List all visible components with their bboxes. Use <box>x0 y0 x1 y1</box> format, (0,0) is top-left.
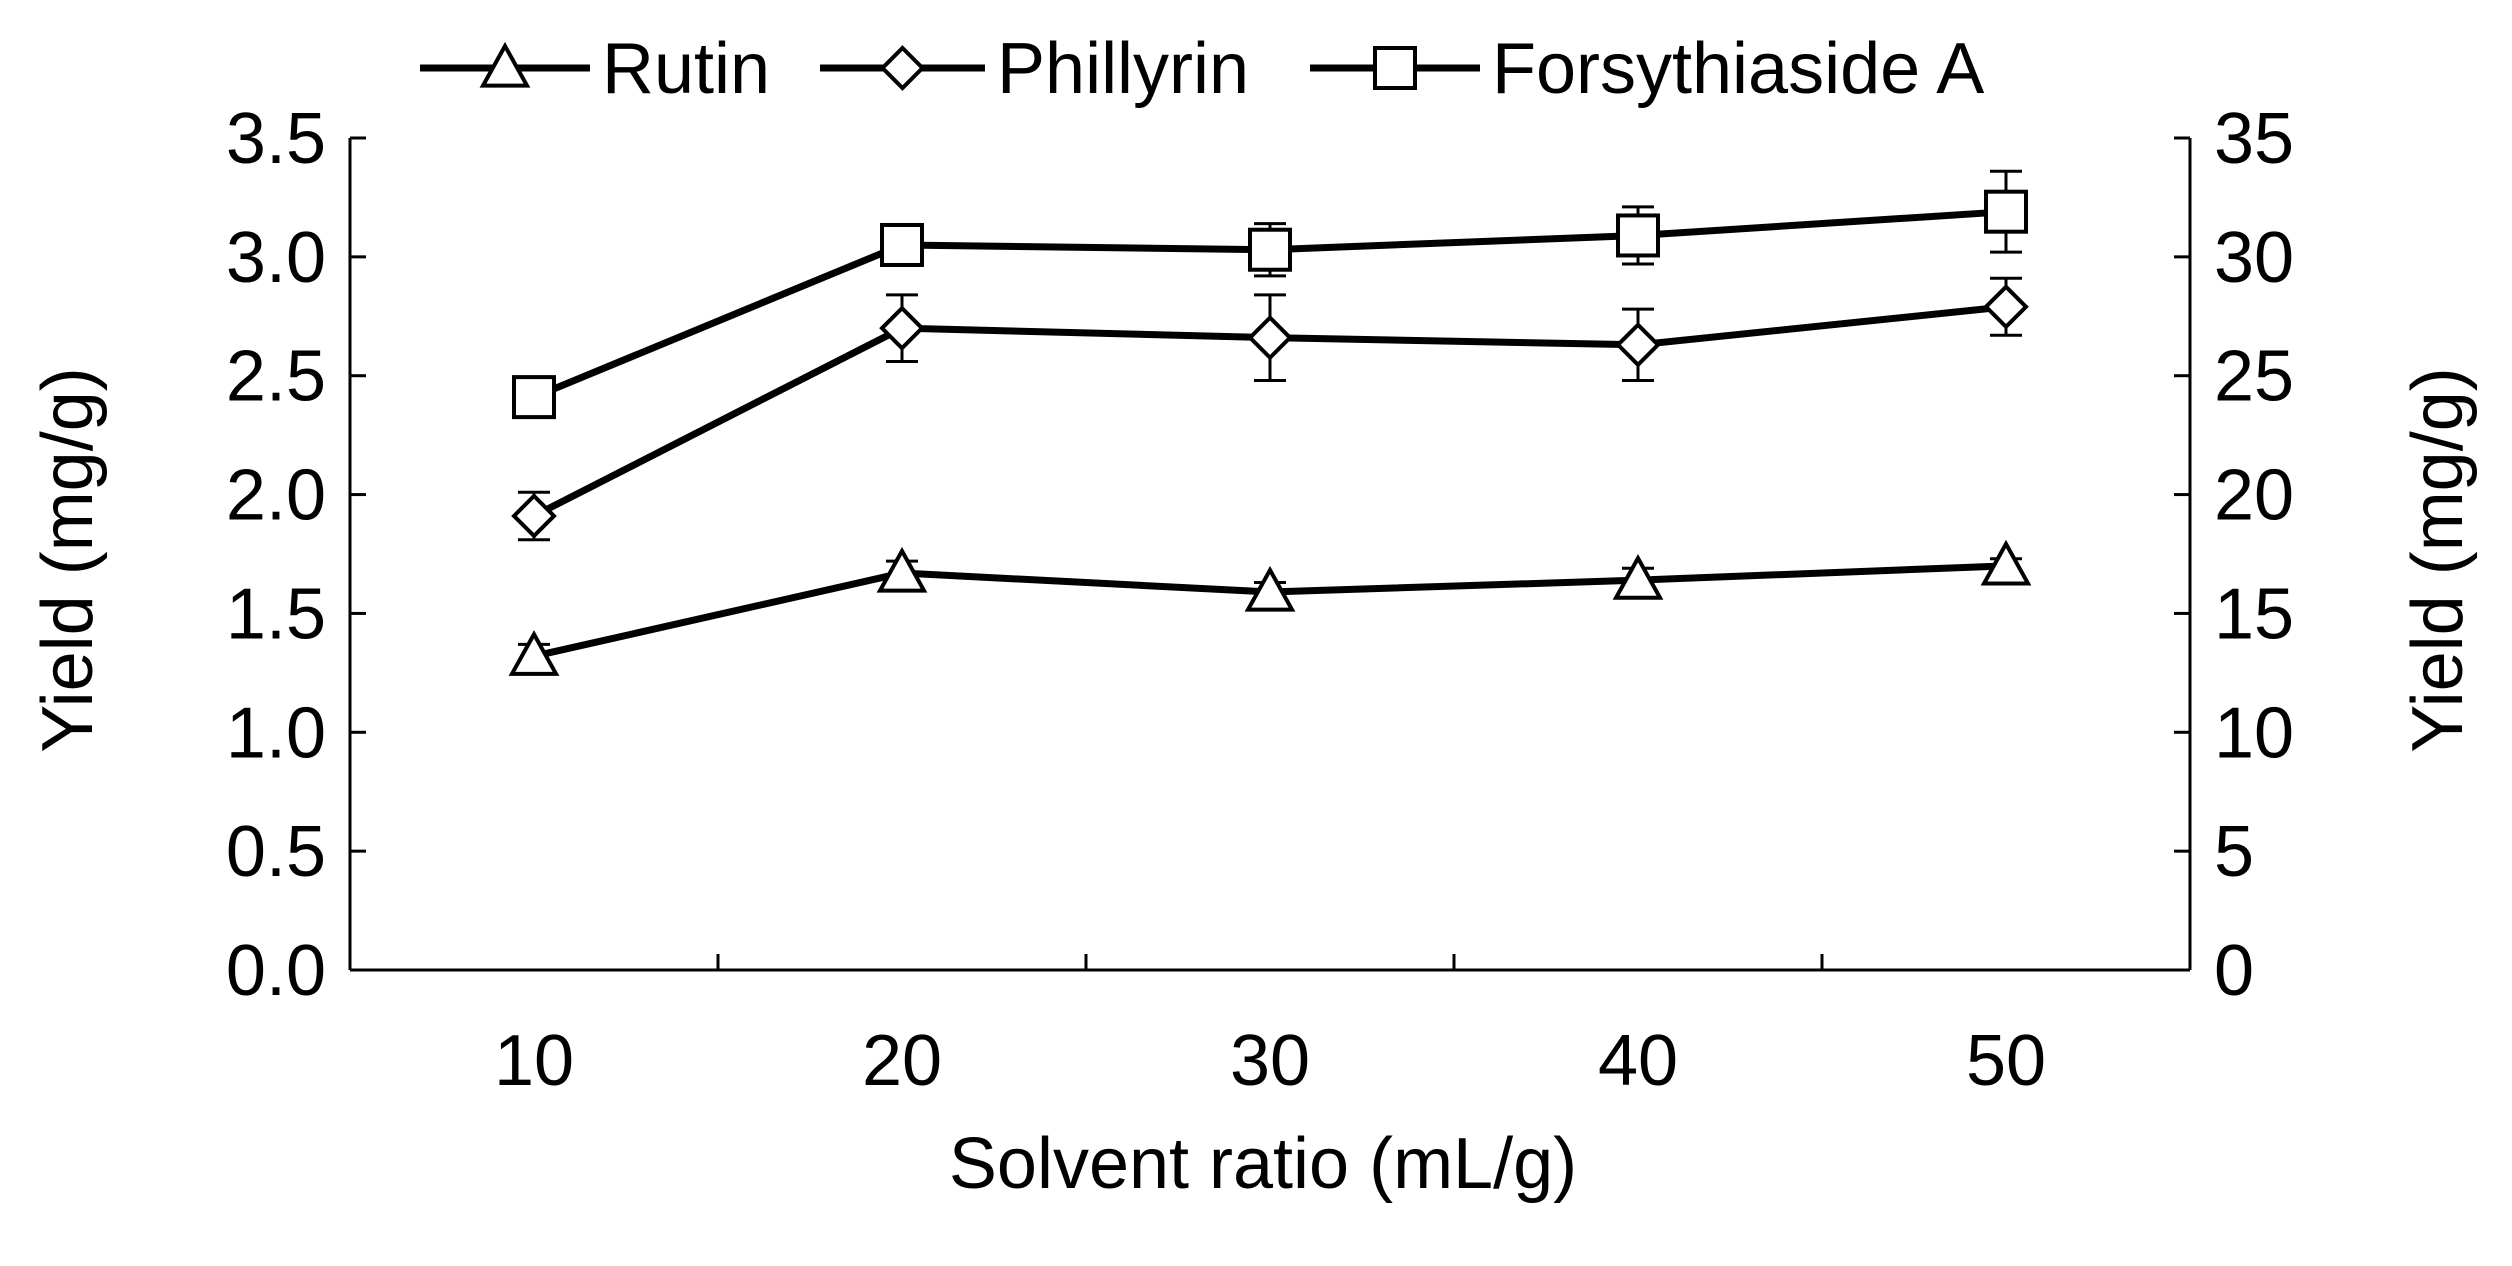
y-left-tick-label: 3.5 <box>226 99 326 179</box>
forsythiaside-a-point <box>512 375 556 420</box>
y-right-tick-label: 0 <box>2214 931 2254 1011</box>
phillyrin-point <box>1615 321 1661 368</box>
x-tick-label: 50 <box>1966 1021 2046 1101</box>
y-left-tick-label: 0.0 <box>226 931 326 1011</box>
forsythiaside-a-point <box>880 222 924 267</box>
y-left-tick-label: 2.5 <box>226 337 326 417</box>
y-right-tick-label: 25 <box>2214 337 2294 417</box>
y-right-tick-label: 5 <box>2214 812 2254 892</box>
rutin-point <box>1244 565 1296 612</box>
y-left-tick-label: 1.5 <box>226 574 326 654</box>
y-right-tick-label: 30 <box>2214 218 2294 298</box>
y-right-tick-label: 20 <box>2214 456 2294 536</box>
y-right-tick-label: 15 <box>2214 574 2294 654</box>
y-right-tick-label: 35 <box>2214 99 2294 179</box>
phillyrin-point <box>511 493 557 539</box>
forsythiaside-a-point <box>1248 227 1292 272</box>
ticks-layer: 0.0 0.5 1.0 1.5 2.0 2.5 3.0 3.5 0 5 10 15 20 25 30 35 10… <box>226 99 2294 1101</box>
phillyrin-point <box>1247 314 1293 361</box>
legend-label-phillyrin: Phillyrin <box>997 29 1249 109</box>
legend-marker-forsythiaside-a <box>1373 46 1417 90</box>
y-left-tick-label: 1.0 <box>226 693 326 773</box>
y-left-tick-label: 3.0 <box>226 218 326 298</box>
rutin-point <box>876 546 928 593</box>
legend-marker-phillyrin <box>879 45 926 91</box>
rutin-point <box>1612 554 1664 600</box>
series-layer <box>508 169 2032 676</box>
legend-marker-rutin <box>479 41 531 88</box>
forsythiaside-a-point <box>1616 213 1660 258</box>
legend: Rutin Phillyrin Forsythiaside A <box>420 29 1984 109</box>
rutin-point <box>1980 539 2032 586</box>
x-tick-label: 10 <box>494 1021 574 1101</box>
x-tick-label: 30 <box>1230 1021 1310 1101</box>
x-tick-label: 40 <box>1598 1021 1678 1101</box>
forsythiaside-a-point <box>1984 189 2028 234</box>
y-axis-left-title: Yield (mg/g) <box>28 367 108 752</box>
x-tick-label: 20 <box>862 1021 942 1101</box>
rutin-point <box>508 630 560 676</box>
phillyrin-point <box>1983 283 2029 330</box>
axes-layer <box>348 138 2192 972</box>
phillyrin-point <box>879 305 925 351</box>
y-axis-right-title: Yield (mg/g) <box>2398 367 2478 752</box>
y-right-tick-label: 10 <box>2214 693 2294 773</box>
legend-label-rutin: Rutin <box>602 29 770 109</box>
y-left-tick-label: 0.5 <box>226 812 326 892</box>
legend-label-forsythiaside-a: Forsythiaside A <box>1492 29 1984 109</box>
y-left-tick-label: 2.0 <box>226 456 326 536</box>
x-axis-title: Solvent ratio (mL/g) <box>949 1124 1577 1204</box>
